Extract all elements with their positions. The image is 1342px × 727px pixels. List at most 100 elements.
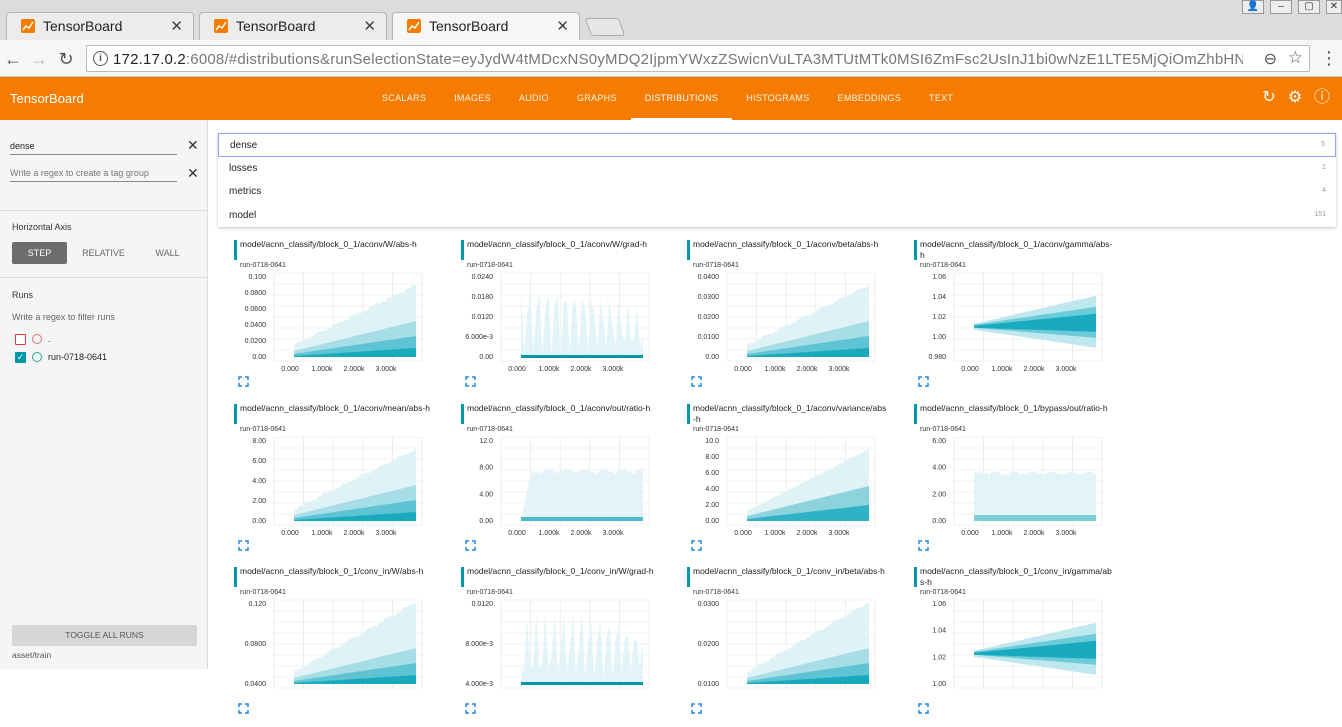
browser-tab-1[interactable]: TensorBoard ✕ xyxy=(6,12,194,40)
fullscreen-expand-icon[interactable] xyxy=(691,703,702,714)
x-tick-label: 2.000k xyxy=(343,530,365,537)
x-tick-label: 0.000 xyxy=(961,366,979,373)
card-title: model/acnn_classify/block_0_1/conv_in/W/… xyxy=(467,566,654,576)
maximize-icon[interactable]: ▢ xyxy=(1298,0,1320,14)
fullscreen-expand-icon[interactable] xyxy=(918,376,929,387)
x-tick-label: 1.000k xyxy=(311,366,333,373)
browser-tab-title: TensorBoard xyxy=(43,18,123,34)
runs-filter-input[interactable]: Write a regex to filter runs xyxy=(12,312,115,322)
tab-distributions[interactable]: DISTRIBUTIONS xyxy=(630,77,733,120)
close-tab-icon[interactable]: ✕ xyxy=(170,18,183,35)
card-accent-bar xyxy=(461,240,464,260)
distribution-card: model/acnn_classify/block_0_1/conv_in/ga… xyxy=(896,566,1116,727)
card-run-label: run-0718-0641 xyxy=(693,426,739,433)
clear-tag-group-icon[interactable]: ✕ xyxy=(187,165,199,181)
axis-wall-button[interactable]: WALL xyxy=(155,248,180,258)
card-title: model/acnn_classify/block_0_1/conv_in/W/… xyxy=(240,566,424,576)
card-title: model/acnn_classify/block_0_1/conv_in/be… xyxy=(693,566,885,576)
fullscreen-expand-icon[interactable] xyxy=(465,540,476,551)
card-accent-bar xyxy=(687,240,690,260)
distribution-card: model/acnn_classify/block_0_1/aconv/out/… xyxy=(443,403,663,564)
settings-gear-icon[interactable]: ⚙ xyxy=(1287,89,1303,106)
tag-filter-input[interactable]: dense xyxy=(10,141,177,155)
axis-relative-button[interactable]: RELATIVE xyxy=(82,248,125,258)
browser-tab-bar: TensorBoard ✕ TensorBoard ✕ TensorBoard … xyxy=(0,0,1342,41)
tab-text[interactable]: TEXT xyxy=(929,93,954,103)
fullscreen-expand-icon[interactable] xyxy=(691,540,702,551)
fullscreen-expand-icon[interactable] xyxy=(238,376,249,387)
x-tick-label: 0.000 xyxy=(281,530,299,537)
tensorboard-favicon-icon xyxy=(407,19,421,33)
distribution-card: model/acnn_classify/block_0_1/aconv/mean… xyxy=(216,403,436,564)
help-icon[interactable]: ⓘ xyxy=(1313,89,1330,106)
y-tick-label: 0.00 xyxy=(252,518,266,525)
card-accent-bar xyxy=(687,567,690,587)
user-icon[interactable]: 👤 xyxy=(1242,0,1264,14)
tab-audio[interactable]: AUDIO xyxy=(518,93,549,103)
minimize-icon[interactable]: – xyxy=(1270,0,1292,14)
dropdown-item[interactable]: losses 1 xyxy=(218,157,1336,180)
distribution-card: model/acnn_classify/block_0_1/conv_in/W/… xyxy=(443,566,663,727)
distribution-chart: 0.0400 0.0300 0.0200 0.0100 0.00 0.000 1.000k 2… xyxy=(698,272,876,373)
browser-tab-2[interactable]: TensorBoard ✕ xyxy=(199,12,387,40)
dropdown-item-name: dense xyxy=(230,140,258,151)
url-text: 172.17.0.2:6008/#distributions&runSelect… xyxy=(113,51,1243,68)
dropdown-item[interactable]: dense 5 xyxy=(218,133,1336,157)
sidebar: dense ✕ Write a regex to create a tag gr… xyxy=(0,120,208,669)
address-bar[interactable]: i 172.17.0.2:6008/#distributions&runSele… xyxy=(86,45,1310,72)
tab-graphs[interactable]: GRAPHS xyxy=(576,93,617,103)
divider xyxy=(0,277,208,278)
card-title: model/acnn_classify/block_0_1/aconv/beta… xyxy=(693,239,879,249)
reload-icon[interactable]: ↻ xyxy=(58,49,74,69)
fullscreen-expand-icon[interactable] xyxy=(918,540,929,551)
fullscreen-expand-icon[interactable] xyxy=(465,703,476,714)
x-tick-label: 2.000k xyxy=(570,366,592,373)
refresh-icon[interactable]: ↻ xyxy=(1262,89,1276,106)
fullscreen-expand-icon[interactable] xyxy=(238,540,249,551)
y-tick-label: 4.00 xyxy=(479,491,493,498)
back-arrow-icon[interactable]: ← xyxy=(4,49,22,69)
y-tick-label: 0.0100 xyxy=(698,334,720,341)
x-tick-label: 2.000k xyxy=(1023,366,1045,373)
fullscreen-expand-icon[interactable] xyxy=(918,703,929,714)
y-tick-label: 1.04 xyxy=(932,628,946,635)
close-tab-icon[interactable]: ✕ xyxy=(556,18,569,35)
forward-arrow-icon[interactable]: → xyxy=(30,49,48,69)
run-checkbox-checked[interactable]: ✓ xyxy=(15,352,26,363)
fullscreen-expand-icon[interactable] xyxy=(691,376,702,387)
card-title: model/acnn_classify/block_0_1/conv_in/ga… xyxy=(920,566,1112,587)
card-accent-bar xyxy=(914,240,917,260)
close-window-icon[interactable]: ✕ xyxy=(1326,0,1342,14)
card-run-label: run-0718-0641 xyxy=(467,589,513,596)
clear-tag-filter-icon[interactable]: ✕ xyxy=(187,137,199,153)
tag-group-input[interactable]: Write a regex to create a tag group xyxy=(10,168,177,182)
fullscreen-expand-icon[interactable] xyxy=(465,376,476,387)
y-tick-label: 0.0240 xyxy=(472,274,494,281)
y-tick-label: 0.100 xyxy=(248,274,266,281)
run-checkbox[interactable] xyxy=(15,334,26,345)
browser-tab-3[interactable]: TensorBoard ✕ xyxy=(392,12,580,41)
dashboard-tabs: SCALARS IMAGES AUDIO GRAPHS DISTRIBUTION… xyxy=(368,77,967,120)
new-tab-button[interactable] xyxy=(584,18,626,36)
tab-images[interactable]: IMAGES xyxy=(454,93,491,103)
close-tab-icon[interactable]: ✕ xyxy=(363,18,376,35)
toggle-all-runs-button[interactable]: TOGGLE ALL RUNS xyxy=(12,625,197,646)
tab-scalars[interactable]: SCALARS xyxy=(382,93,427,103)
info-icon[interactable]: i xyxy=(93,51,108,66)
distribution-chart: 0.0300 0.0200 0.0100 xyxy=(698,599,876,689)
fullscreen-expand-icon[interactable] xyxy=(238,703,249,714)
median-line xyxy=(521,355,643,358)
bookmark-star-icon[interactable]: ☆ xyxy=(1287,48,1303,67)
zoom-icon[interactable]: ⊖ xyxy=(1263,51,1277,68)
card-title: model/acnn_classify/block_0_1/aconv/out/… xyxy=(467,403,651,413)
browser-menu-icon[interactable]: ⋮ xyxy=(1320,48,1338,68)
core-band xyxy=(294,512,416,521)
outer-band xyxy=(521,467,643,521)
tab-embeddings[interactable]: EMBEDDINGS xyxy=(837,93,902,103)
x-tick-label: 0.000 xyxy=(734,530,752,537)
dropdown-item[interactable]: metrics 4 xyxy=(218,180,1336,203)
tab-histograms[interactable]: HISTOGRAMS xyxy=(746,93,810,103)
dropdown-item[interactable]: model 151 xyxy=(218,204,1336,227)
axis-step-button[interactable]: STEP xyxy=(12,242,67,264)
y-tick-label: 1.00 xyxy=(932,334,946,341)
